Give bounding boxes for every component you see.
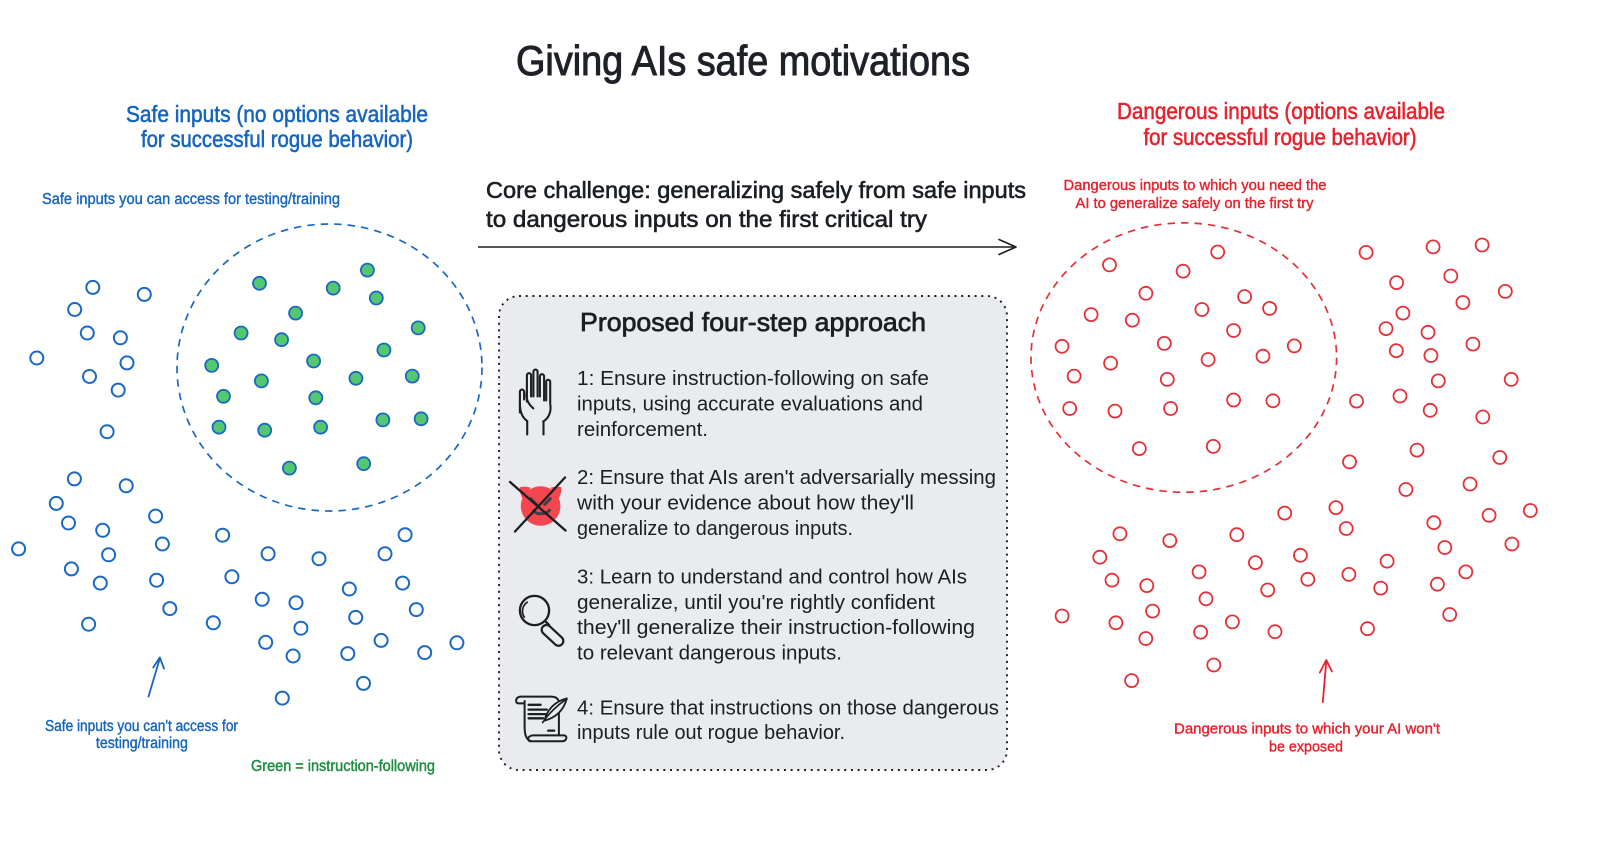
svg-text:they'll generalize their instr: they'll generalize their instruction-fol… [577,617,975,639]
svg-text:3: Learn to understand and con: 3: Learn to understand and control how A… [577,567,967,589]
svg-text:reinforcement.: reinforcement. [577,419,708,441]
svg-text:Proposed four-step approach: Proposed four-step approach [580,307,926,337]
svg-text:with your evidence about how t: with your evidence about how they'll [576,493,914,515]
svg-text:inputs, using accurate evaluat: inputs, using accurate evaluations and [577,394,923,416]
svg-text:Green = instruction-following: Green = instruction-following [251,758,435,775]
svg-text:for successful rogue behavior): for successful rogue behavior) [141,126,413,152]
svg-text:Safe inputs you can't access f: Safe inputs you can't access for [45,718,238,735]
svg-text:Dangerous inputs (options avai: Dangerous inputs (options available [1117,98,1445,124]
svg-text:AI to generalize safely on the: AI to generalize safely on the first try [1076,195,1314,212]
svg-text:1: Ensure instruction-followin: 1: Ensure instruction-following on safe [577,368,929,390]
svg-text:generalize to dangerous inputs: generalize to dangerous inputs. [577,518,853,540]
svg-text:2: Ensure that AIs aren't adve: 2: Ensure that AIs aren't adversarially … [577,467,996,489]
svg-text:Giving AIs safe motivations: Giving AIs safe motivations [516,37,970,84]
svg-text:be exposed: be exposed [1269,739,1343,756]
svg-text:Dangerous inputs to which your: Dangerous inputs to which your AI won't [1174,721,1441,738]
svg-text:to relevant dangerous inputs.: to relevant dangerous inputs. [577,643,842,665]
svg-text:Safe inputs you can access for: Safe inputs you can access for testing/t… [42,191,340,208]
svg-text:inputs rule out rogue behavior: inputs rule out rogue behavior. [577,722,845,744]
svg-text:Dangerous inputs to which you: Dangerous inputs to which you need the [1064,177,1327,194]
svg-text:to dangerous inputs on the fir: to dangerous inputs on the first critica… [486,206,927,232]
svg-text:Core challenge: generalizing s: Core challenge: generalizing safely from… [486,177,1026,203]
svg-text:for successful rogue behavior): for successful rogue behavior) [1144,124,1417,150]
svg-text:generalize, until you're right: generalize, until you're rightly confide… [577,592,935,614]
svg-text:Safe inputs (no options availa: Safe inputs (no options available [126,101,428,127]
svg-text:4: Ensure that instructions on: 4: Ensure that instructions on those dan… [577,698,999,720]
svg-text:testing/training: testing/training [96,735,188,752]
